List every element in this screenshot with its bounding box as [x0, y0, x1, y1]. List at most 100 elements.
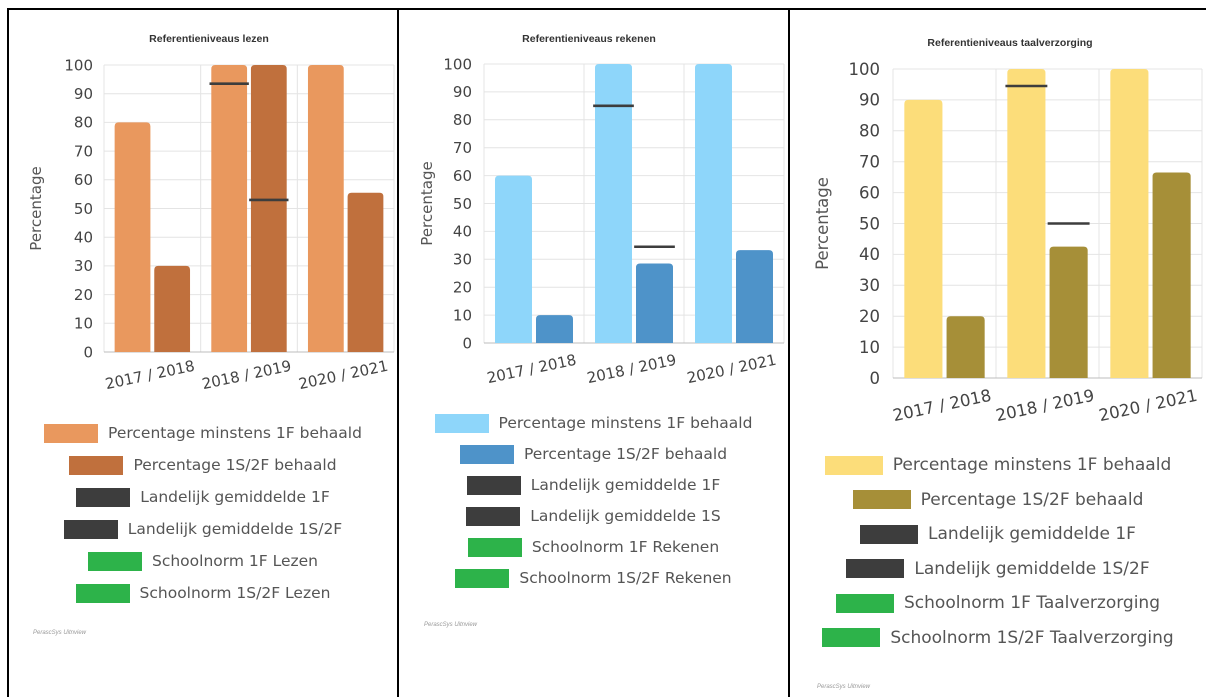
y-tick-label: 70	[859, 152, 880, 171]
legend-item[interactable]: Schoolnorm 1F Lezen	[9, 550, 397, 572]
legend-label: Percentage minstens 1F behaald	[892, 455, 1172, 475]
legend-item[interactable]: Percentage minstens 1F behaald	[790, 454, 1206, 476]
legend-label: Percentage minstens 1F behaald	[108, 424, 362, 442]
y-tick-label: 40	[453, 223, 472, 241]
legend-item[interactable]: Schoolnorm 1S/2F Taalverzorging	[790, 627, 1206, 649]
y-tick-label: 30	[453, 251, 472, 269]
legend-item[interactable]: Landelijk gemiddelde 1F	[790, 523, 1206, 545]
legend-label: Percentage 1S/2F behaald	[133, 456, 337, 474]
legend-item[interactable]: Schoolnorm 1F Taalverzorging	[790, 592, 1206, 614]
legend-label: Landelijk gemiddelde 1S/2F	[127, 520, 343, 538]
y-axis-label: Percentage	[418, 161, 436, 245]
legend-label: Landelijk gemiddelde 1F	[530, 476, 721, 494]
legend-item[interactable]: Landelijk gemiddelde 1F	[9, 486, 397, 508]
chart-panel-rekenen: Referentieniveaus rekenen 0 10 20 30 40 50 60 70…	[399, 10, 788, 697]
legend-label: Landelijk gemiddelde 1S/2F	[914, 558, 1150, 579]
table-divider-2	[788, 8, 790, 697]
legend-label: Schoolnorm 1F Taalverzorging	[904, 593, 1160, 613]
chart-credit: PerascSys Uitnview	[424, 622, 478, 628]
legend-item[interactable]: Landelijk gemiddelde 1F	[399, 474, 788, 496]
legend-item[interactable]: Schoolnorm 1S/2F Lezen	[9, 582, 397, 604]
bar	[211, 65, 248, 352]
legend-swatch	[455, 568, 510, 588]
chart-panel-taalverzorging: Referentieniveaus taalverzorging 0 10 20 30 4…	[790, 10, 1206, 697]
y-tick-label: 40	[74, 228, 93, 246]
y-tick-label: 100	[849, 60, 881, 79]
legend-swatch	[44, 423, 99, 443]
legend-item[interactable]: Percentage 1S/2F behaald	[399, 443, 788, 465]
y-tick-label: 90	[859, 91, 880, 110]
legend-swatch	[824, 455, 883, 475]
legend-label: Schoolnorm 1F Rekenen	[531, 538, 720, 556]
legend-label: Percentage minstens 1F behaald	[498, 414, 753, 432]
bar	[1152, 172, 1191, 378]
y-tick-label: 20	[453, 278, 472, 296]
legend-item[interactable]: Schoolnorm 1S/2F Rekenen	[399, 567, 788, 589]
chart-rekenen: Referentieniveaus rekenen 0 10 20 30 40 50 60 70…	[418, 33, 785, 388]
y-tick-label: 10	[859, 338, 880, 357]
y-tick-label: 80	[859, 122, 880, 141]
legend-item[interactable]: Percentage 1S/2F behaald	[9, 454, 397, 476]
bar	[1049, 246, 1088, 378]
bar	[307, 65, 344, 352]
legend-swatch	[846, 559, 905, 578]
y-tick-label: 30	[74, 257, 93, 275]
bar	[495, 175, 532, 343]
bar	[736, 250, 773, 343]
chart-credit: PerascSys Uitnview	[33, 630, 87, 636]
legend-item[interactable]: Percentage 1S/2F behaald	[790, 489, 1206, 511]
legend-label: Landelijk gemiddelde 1F	[140, 488, 330, 506]
legend-item[interactable]: Percentage minstens 1F behaald	[9, 422, 397, 444]
table-divider-1	[397, 8, 399, 697]
legend-swatch	[75, 583, 130, 603]
y-tick-label: 100	[443, 55, 472, 73]
y-tick-label: 10	[453, 306, 472, 324]
y-tick-label: 10	[74, 315, 93, 333]
y-tick-label: 0	[83, 343, 93, 361]
y-tick-label: 70	[74, 142, 93, 160]
bar	[1110, 69, 1149, 378]
bar	[904, 99, 943, 379]
legend-item[interactable]: Percentage minstens 1F behaald	[399, 412, 788, 434]
bar	[595, 64, 632, 343]
x-tick-label: 2017 / 2018	[891, 386, 993, 425]
y-tick-label: 80	[74, 114, 93, 132]
legend-swatch	[459, 444, 514, 464]
legend-swatch	[822, 628, 881, 647]
legend-swatch	[466, 506, 521, 526]
x-tick-label: 2018 / 2019	[585, 351, 678, 388]
chart-taalverzorging: Referentieniveaus taalverzorging 0 10 20 30 4…	[813, 37, 1203, 425]
y-tick-label: 100	[64, 56, 93, 74]
legend-swatch	[466, 475, 521, 495]
legend-item[interactable]: Schoolnorm 1F Rekenen	[399, 536, 788, 558]
bar	[695, 64, 732, 343]
x-tick-label: 2018 / 2019	[200, 357, 293, 394]
legend-label: Landelijk gemiddelde 1S	[530, 507, 721, 525]
legend-swatch	[63, 519, 118, 539]
y-tick-label: 30	[859, 276, 880, 295]
legend-swatch	[852, 490, 911, 509]
bar	[1007, 69, 1046, 378]
legend-swatch	[836, 593, 894, 613]
legend-item[interactable]: Landelijk gemiddelde 1S/2F	[9, 518, 397, 540]
y-tick-label: 90	[74, 85, 93, 103]
legend-swatch	[76, 487, 131, 507]
bar	[636, 263, 673, 343]
table-left-border	[7, 8, 9, 697]
legend-item[interactable]: Landelijk gemiddelde 1S/2F	[790, 558, 1206, 580]
legend-swatch	[69, 455, 124, 475]
legend-label: Schoolnorm 1S/2F Rekenen	[519, 569, 732, 587]
legend-swatch	[860, 524, 919, 544]
y-tick-label: 60	[453, 167, 472, 185]
bar	[347, 192, 384, 352]
legend-label: Percentage 1S/2F behaald	[523, 445, 728, 463]
y-tick-label: 50	[859, 214, 880, 233]
y-tick-label: 20	[74, 286, 93, 304]
legend-item[interactable]: Landelijk gemiddelde 1S	[399, 505, 788, 527]
chart-panel-lezen: Referentieniveaus lezen 0 10 20 30 40 50 60 70 80…	[9, 10, 397, 697]
bar	[250, 65, 287, 352]
bar	[114, 122, 151, 353]
y-tick-label: 70	[453, 139, 472, 157]
legend-swatch	[88, 551, 142, 571]
legend-swatch	[467, 537, 522, 557]
